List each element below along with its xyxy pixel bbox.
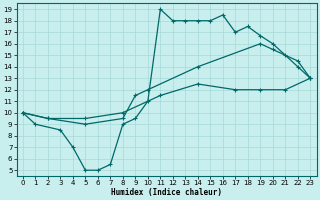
X-axis label: Humidex (Indice chaleur): Humidex (Indice chaleur) [111,188,222,197]
